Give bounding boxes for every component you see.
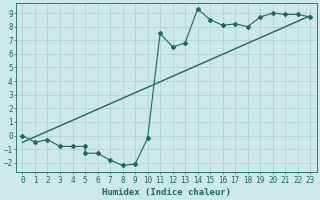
X-axis label: Humidex (Indice chaleur): Humidex (Indice chaleur) <box>102 188 231 197</box>
